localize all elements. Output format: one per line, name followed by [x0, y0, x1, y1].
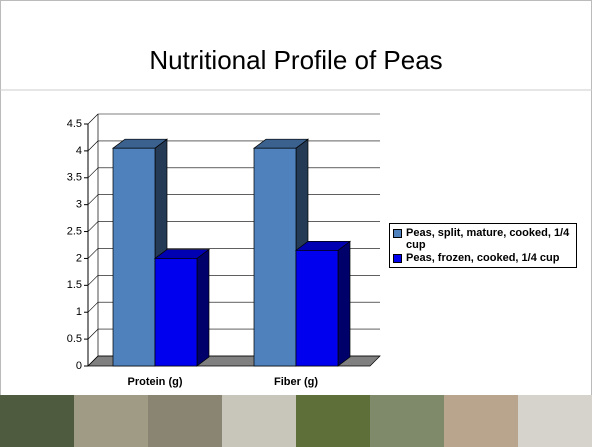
grid-line-side	[88, 222, 98, 232]
legend-swatch	[393, 229, 402, 238]
legend-label: Peas, frozen, cooked, 1/4 cup	[406, 252, 559, 264]
slide: Nutritional Profile of Peas 0 0.5 1 1.5 2 2.5…	[0, 0, 592, 447]
photo-strip	[0, 395, 592, 447]
grid-line-side	[88, 248, 98, 258]
y-tick-label: 4	[76, 145, 82, 157]
legend-label: Peas, split, mature, cooked, 1/4 cup	[406, 227, 573, 251]
grid-line-side	[88, 141, 98, 151]
y-tick-label: 4.5	[67, 118, 82, 130]
bar	[296, 250, 338, 366]
y-tick-label: 2	[76, 252, 82, 264]
x-tick-label: Fiber (g)	[274, 376, 318, 388]
bar-side	[197, 249, 209, 366]
grid-line-side	[88, 195, 98, 205]
y-tick-label: 2.5	[67, 225, 82, 237]
bar-side	[338, 241, 350, 366]
chart-title: Nutritional Profile of Peas	[149, 45, 442, 75]
y-tick-label: 1.5	[67, 279, 82, 291]
legend-swatch	[393, 254, 402, 263]
y-tick-label: 0.5	[67, 333, 82, 345]
legend-item: Peas, frozen, cooked, 1/4 cup	[393, 252, 573, 264]
bar	[113, 148, 155, 366]
grid-line-side	[88, 168, 98, 178]
y-tick-label: 1	[76, 306, 82, 318]
grid-line-side	[88, 114, 98, 124]
grid-line-side	[88, 329, 98, 339]
legend-item: Peas, split, mature, cooked, 1/4 cup	[393, 227, 573, 251]
grid-line-side	[88, 275, 98, 285]
y-tick-label: 0	[76, 360, 82, 372]
y-tick-label: 3	[76, 199, 82, 211]
x-tick-label: Protein (g)	[128, 376, 183, 388]
bar	[155, 258, 197, 366]
grid-line-side	[88, 302, 98, 312]
y-tick-label: 3.5	[67, 172, 82, 184]
bar	[254, 148, 296, 366]
